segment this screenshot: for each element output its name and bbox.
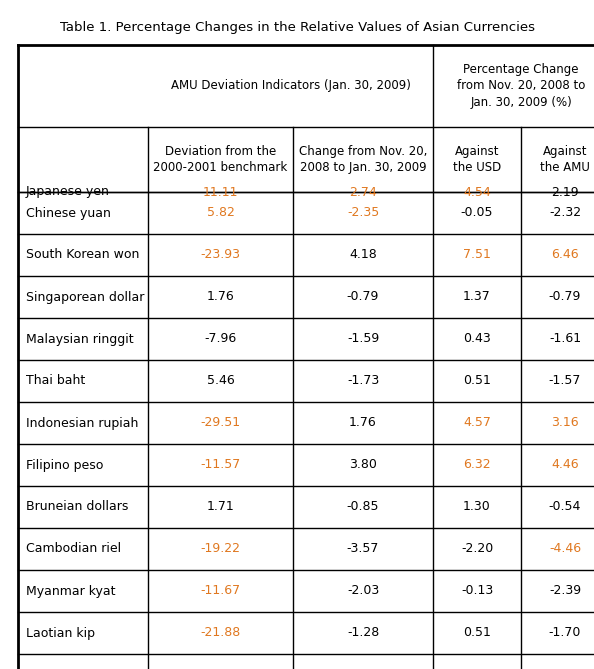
Text: -4.46: -4.46 <box>549 543 581 555</box>
Text: 4.18: 4.18 <box>349 248 377 262</box>
Text: Japanese yen: Japanese yen <box>26 185 110 199</box>
Text: -0.79: -0.79 <box>347 290 379 304</box>
Text: 6.46: 6.46 <box>551 248 579 262</box>
Text: -2.39: -2.39 <box>549 585 581 597</box>
Text: -2.20: -2.20 <box>461 543 493 555</box>
Text: -1.28: -1.28 <box>347 626 379 640</box>
Text: AMU Deviation Indicators (Jan. 30, 2009): AMU Deviation Indicators (Jan. 30, 2009) <box>170 80 410 92</box>
Text: Table 1. Percentage Changes in the Relative Values of Asian Currencies: Table 1. Percentage Changes in the Relat… <box>59 21 535 33</box>
Text: Against
the AMU: Against the AMU <box>540 145 590 174</box>
Text: Malaysian ringgit: Malaysian ringgit <box>26 332 134 345</box>
Text: 0.51: 0.51 <box>463 375 491 387</box>
Text: -21.88: -21.88 <box>200 626 241 640</box>
Text: -3.57: -3.57 <box>347 543 379 555</box>
Text: 5.82: 5.82 <box>207 207 235 219</box>
Text: -0.85: -0.85 <box>347 500 379 514</box>
Text: -19.22: -19.22 <box>201 543 241 555</box>
Text: Cambodian riel: Cambodian riel <box>26 543 121 555</box>
Text: 3.80: 3.80 <box>349 458 377 472</box>
Text: 1.30: 1.30 <box>463 500 491 514</box>
Text: 0.51: 0.51 <box>463 626 491 640</box>
Text: -0.79: -0.79 <box>549 290 581 304</box>
Text: -11.57: -11.57 <box>200 458 241 472</box>
Text: 7.51: 7.51 <box>463 248 491 262</box>
Text: Thai baht: Thai baht <box>26 375 86 387</box>
Text: Deviation from the
2000-2001 benchmark: Deviation from the 2000-2001 benchmark <box>153 145 287 174</box>
Text: 1.76: 1.76 <box>349 417 377 429</box>
Text: -2.03: -2.03 <box>347 585 379 597</box>
Text: -1.57: -1.57 <box>549 375 581 387</box>
Text: Singaporean dollar: Singaporean dollar <box>26 290 144 304</box>
Text: 4.57: 4.57 <box>463 417 491 429</box>
Text: 0.43: 0.43 <box>463 332 491 345</box>
Text: South Korean won: South Korean won <box>26 248 140 262</box>
Text: Indonesian rupiah: Indonesian rupiah <box>26 417 138 429</box>
Text: Chinese yuan: Chinese yuan <box>26 207 111 219</box>
Text: 4.46: 4.46 <box>551 458 579 472</box>
Text: -29.51: -29.51 <box>200 417 241 429</box>
Text: Against
the USD: Against the USD <box>453 145 501 174</box>
Text: Laotian kip: Laotian kip <box>26 626 95 640</box>
Text: -0.54: -0.54 <box>549 500 581 514</box>
Text: 11.11: 11.11 <box>203 185 238 199</box>
Text: -0.05: -0.05 <box>461 207 493 219</box>
Text: -1.70: -1.70 <box>549 626 581 640</box>
Text: 5.46: 5.46 <box>207 375 235 387</box>
Text: -2.32: -2.32 <box>549 207 581 219</box>
Text: -11.67: -11.67 <box>200 585 241 597</box>
Text: 1.71: 1.71 <box>207 500 235 514</box>
Text: -0.13: -0.13 <box>461 585 493 597</box>
Text: 2.19: 2.19 <box>551 185 579 199</box>
Text: -23.93: -23.93 <box>201 248 241 262</box>
Text: 1.37: 1.37 <box>463 290 491 304</box>
Text: Bruneian dollars: Bruneian dollars <box>26 500 128 514</box>
Text: -2.35: -2.35 <box>347 207 379 219</box>
Text: Myanmar kyat: Myanmar kyat <box>26 585 115 597</box>
Text: 3.16: 3.16 <box>551 417 579 429</box>
Text: Change from Nov. 20,
2008 to Jan. 30, 2009: Change from Nov. 20, 2008 to Jan. 30, 20… <box>299 145 427 174</box>
Text: -1.59: -1.59 <box>347 332 379 345</box>
Text: -7.96: -7.96 <box>204 332 236 345</box>
Text: 4.54: 4.54 <box>463 185 491 199</box>
Text: 2.74: 2.74 <box>349 185 377 199</box>
Text: 6.32: 6.32 <box>463 458 491 472</box>
Text: -1.73: -1.73 <box>347 375 379 387</box>
Text: Percentage Change
from Nov. 20, 2008 to
Jan. 30, 2009 (%): Percentage Change from Nov. 20, 2008 to … <box>457 63 585 109</box>
Text: 1.76: 1.76 <box>207 290 235 304</box>
Text: -1.61: -1.61 <box>549 332 581 345</box>
Text: Filipino peso: Filipino peso <box>26 458 103 472</box>
